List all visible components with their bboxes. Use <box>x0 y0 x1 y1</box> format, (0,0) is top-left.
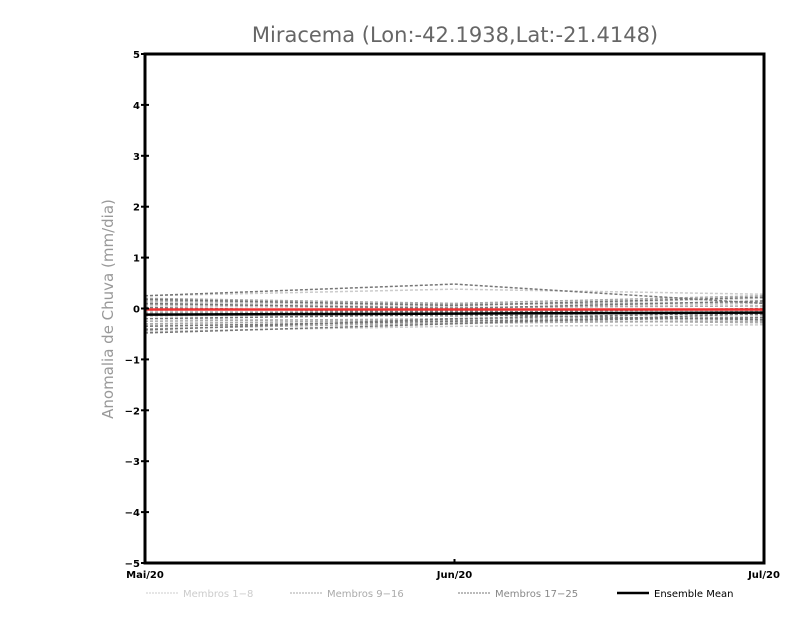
y-tick-label: −1 <box>125 355 140 366</box>
member-line-10 <box>144 303 765 309</box>
chart-title: Miracema (Lon:-42.1938,Lat:-21.4148) <box>252 23 658 47</box>
legend-label: Membros 9−16 <box>327 589 404 600</box>
y-tick-label: 3 <box>133 152 140 163</box>
member-line-17 <box>144 283 765 305</box>
member-line-18 <box>144 296 765 307</box>
member-line-16 <box>144 318 765 325</box>
legend-label: Membros 1−8 <box>183 589 253 600</box>
y-axis-label: Anomalia de Chuva (mm/dia) <box>99 199 117 419</box>
x-tick-label: Mai/20 <box>126 570 164 581</box>
ensemble-mean-line <box>144 311 765 316</box>
y-tick-label: −3 <box>125 457 140 468</box>
legend-item: Ensemble Mean <box>617 589 733 600</box>
member-line-6 <box>144 324 765 333</box>
legend-label: Ensemble Mean <box>654 589 733 600</box>
legend-item: Membros 1−8 <box>146 589 253 600</box>
member-line-7 <box>144 302 765 310</box>
member-line-24 <box>144 311 765 331</box>
y-tick-label: 2 <box>133 203 140 214</box>
member-line-3 <box>144 308 765 316</box>
member-line-22 <box>144 316 765 328</box>
member-line-9 <box>144 295 765 305</box>
member-line-1 <box>144 288 765 297</box>
legend-label: Membros 17−25 <box>495 589 578 600</box>
x-tick-label: Jul/20 <box>747 570 780 581</box>
member-line-19 <box>144 300 765 310</box>
member-line-2 <box>144 297 765 307</box>
x-tick-label: Jun/20 <box>436 570 473 581</box>
y-tick-label: −2 <box>125 406 140 417</box>
legend-item: Membros 9−16 <box>290 589 404 600</box>
member-line-21 <box>144 313 765 321</box>
y-tick-label: −4 <box>125 508 140 519</box>
legend-item: Membros 17−25 <box>458 589 578 600</box>
y-tick-label: 1 <box>133 254 140 265</box>
y-tick-label: −5 <box>125 559 140 570</box>
y-tick-label: 5 <box>133 50 140 61</box>
member-line-23 <box>144 312 765 334</box>
y-tick-label: 4 <box>133 101 140 112</box>
y-tick-label: 0 <box>133 305 140 316</box>
